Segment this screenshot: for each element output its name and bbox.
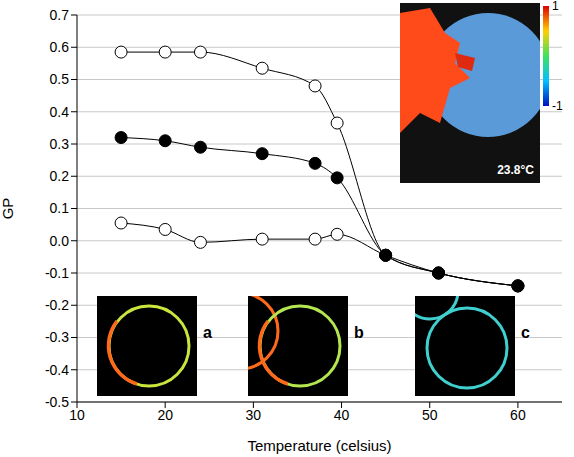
svg-text:40: 40 <box>334 407 350 423</box>
svg-text:0.7: 0.7 <box>50 7 70 23</box>
svg-text:Temperature (celsius): Temperature (celsius) <box>247 437 391 454</box>
html-text:23.8°C: 23.8°C <box>497 163 534 177</box>
svg-text:0.1: 0.1 <box>50 200 70 216</box>
html-text:c: c <box>521 324 530 341</box>
html-text:b: b <box>354 324 364 341</box>
svg-text:10: 10 <box>69 407 85 423</box>
html-text:-1: -1 <box>552 99 563 113</box>
svg-text:-0.3: -0.3 <box>45 329 69 345</box>
svg-text:0.4: 0.4 <box>50 104 70 120</box>
svg-text:0.3: 0.3 <box>50 136 70 152</box>
svg-text:-0.4: -0.4 <box>45 362 69 378</box>
svg-text:0.0: 0.0 <box>50 233 70 249</box>
svg-text:60: 60 <box>510 407 526 423</box>
svg-text:0.5: 0.5 <box>50 71 70 87</box>
svg-text:GP: GP <box>0 198 16 220</box>
svg-text:0.6: 0.6 <box>50 39 70 55</box>
svg-text:-0.5: -0.5 <box>45 394 69 410</box>
html-text:a: a <box>203 324 212 341</box>
html-text:1: 1 <box>552 0 559 13</box>
svg-text:-0.1: -0.1 <box>45 265 69 281</box>
svg-text:50: 50 <box>422 407 438 423</box>
svg-text:-0.2: -0.2 <box>45 297 69 313</box>
svg-text:30: 30 <box>246 407 262 423</box>
svg-text:20: 20 <box>157 407 173 423</box>
svg-text:0.2: 0.2 <box>50 168 70 184</box>
